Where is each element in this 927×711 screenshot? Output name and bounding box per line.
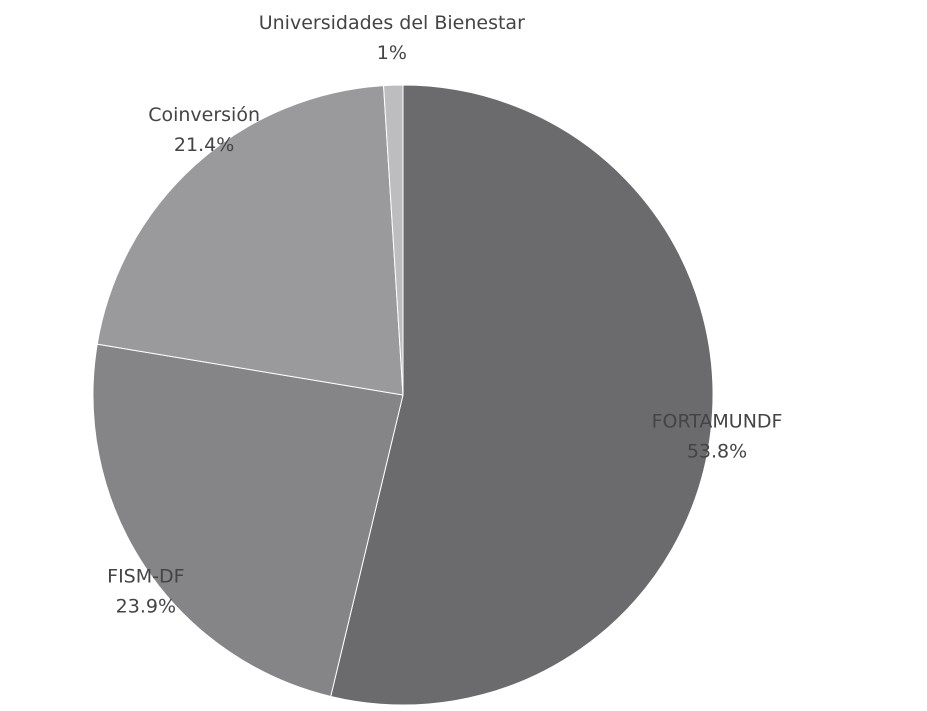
slice-label: FORTAMUNDF [652, 410, 783, 432]
pie-slice [330, 84, 714, 706]
slice-value: 53.8% [687, 440, 747, 462]
pie-slice [383, 84, 404, 396]
slice-value: 23.9% [116, 595, 176, 617]
pie-slice [92, 343, 404, 698]
slice-value: 21.4% [174, 134, 234, 156]
slice-label: Universidades del Bienestar [259, 12, 525, 34]
slice-label: FISM-DF [107, 565, 184, 587]
slice-label: Coinversión [148, 104, 260, 126]
pie-slice [96, 85, 404, 396]
slice-value: 1% [377, 42, 407, 64]
